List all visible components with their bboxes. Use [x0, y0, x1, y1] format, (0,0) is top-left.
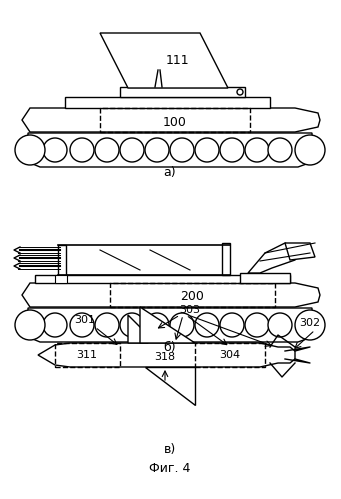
Circle shape [70, 313, 94, 337]
Circle shape [268, 138, 292, 162]
Circle shape [43, 313, 67, 337]
Polygon shape [22, 108, 320, 132]
Circle shape [170, 138, 194, 162]
Bar [120, 87, 245, 97]
Polygon shape [128, 315, 148, 343]
Polygon shape [100, 33, 228, 88]
Circle shape [15, 135, 45, 165]
Circle shape [95, 138, 119, 162]
Polygon shape [22, 283, 320, 307]
Polygon shape [248, 243, 300, 273]
Text: 100: 100 [163, 115, 187, 129]
Circle shape [145, 313, 169, 337]
Circle shape [120, 313, 144, 337]
Circle shape [245, 138, 269, 162]
Polygon shape [145, 367, 195, 405]
Text: 200: 200 [180, 290, 204, 303]
Text: а): а) [164, 166, 176, 179]
Circle shape [170, 313, 194, 337]
Circle shape [295, 310, 325, 340]
Text: 302: 302 [299, 318, 320, 328]
Circle shape [195, 138, 219, 162]
Bar [240, 273, 290, 283]
Bar [55, 275, 67, 283]
Circle shape [70, 138, 94, 162]
Circle shape [220, 313, 244, 337]
Text: 303: 303 [179, 305, 201, 315]
Bar [195, 343, 265, 367]
Bar [55, 343, 120, 367]
Polygon shape [38, 343, 295, 367]
Text: в): в) [164, 444, 176, 457]
Circle shape [245, 313, 269, 337]
Text: 301: 301 [74, 315, 95, 325]
Bar [110, 283, 275, 307]
Circle shape [95, 313, 119, 337]
Polygon shape [35, 275, 290, 283]
Bar [58, 245, 66, 275]
Polygon shape [65, 97, 270, 108]
Circle shape [195, 313, 219, 337]
Bar [222, 243, 230, 275]
Polygon shape [285, 243, 315, 260]
Text: 311: 311 [76, 350, 98, 360]
Circle shape [220, 138, 244, 162]
Text: б): б) [164, 340, 176, 353]
Circle shape [145, 138, 169, 162]
Circle shape [43, 138, 67, 162]
Circle shape [237, 89, 243, 95]
Text: 318: 318 [154, 352, 176, 362]
Text: Фиг. 4: Фиг. 4 [149, 462, 191, 475]
Circle shape [268, 313, 292, 337]
Text: 111: 111 [165, 53, 189, 66]
Circle shape [120, 138, 144, 162]
Circle shape [15, 310, 45, 340]
Bar [100, 108, 250, 132]
Text: 304: 304 [220, 350, 240, 360]
Polygon shape [140, 307, 195, 343]
Circle shape [295, 135, 325, 165]
